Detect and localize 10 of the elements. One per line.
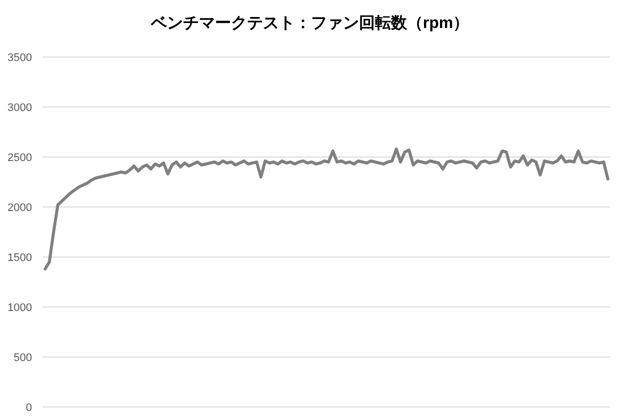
y-tick-label: 500	[14, 352, 32, 364]
y-tick-label: 1500	[8, 252, 32, 264]
y-tick-label: 3500	[8, 52, 32, 64]
y-tick-label: 2500	[8, 152, 32, 164]
y-tick-label: 1000	[8, 302, 32, 314]
y-tick-label: 3000	[8, 102, 32, 114]
chart-title: ベンチマークテスト：ファン回転数（rpm）	[150, 14, 470, 32]
line-series	[44, 148, 610, 270]
y-tick-label: 0	[26, 402, 32, 414]
y-tick-label: 2000	[8, 202, 32, 214]
